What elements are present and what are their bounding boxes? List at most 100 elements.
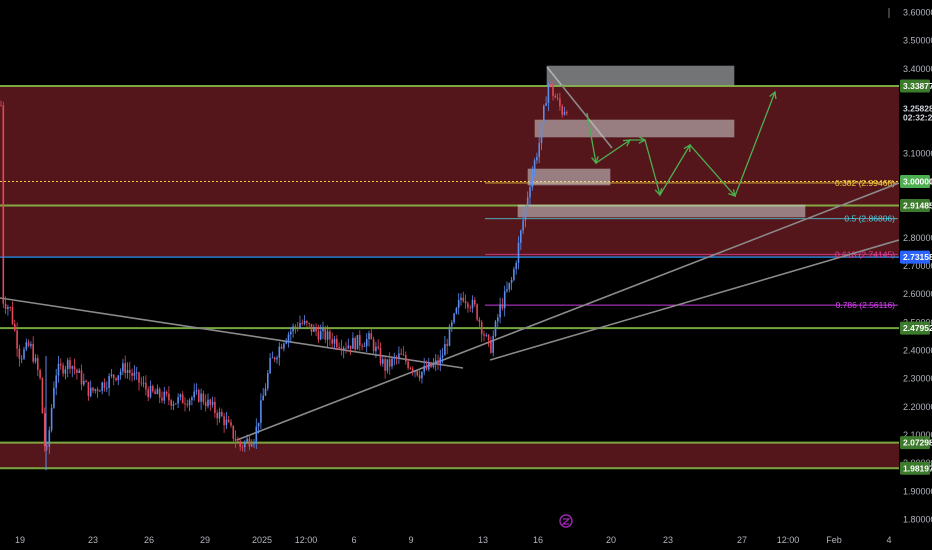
candle-body [158, 388, 161, 398]
candle-body [103, 382, 106, 389]
candle-body [262, 395, 264, 401]
candle-body [290, 331, 292, 335]
candle-body [540, 122, 543, 144]
candle-body [418, 375, 421, 379]
candle-body [207, 399, 209, 407]
projection-arrows [586, 90, 777, 198]
candle-body [485, 334, 488, 336]
candle-body [18, 348, 21, 359]
projection-path [586, 91, 776, 198]
candle-body [536, 156, 538, 161]
candle-body [434, 360, 437, 364]
x-tick-label: 4 [886, 535, 891, 545]
candle-body [230, 422, 232, 426]
candle-body [345, 347, 347, 349]
candle-body [448, 326, 451, 346]
candle-body [556, 97, 559, 99]
candle-body [432, 363, 435, 368]
candle-body [563, 112, 566, 115]
candle-body [60, 363, 62, 366]
candle-body [317, 331, 320, 340]
candle-body [156, 388, 159, 395]
candle-body [209, 399, 212, 405]
x-tick-label: 23 [663, 535, 673, 545]
price-tag-label: 2.47952 [903, 323, 932, 333]
candle-body [336, 338, 338, 347]
candle-body [559, 98, 561, 107]
candle-body [11, 306, 14, 324]
candle-body [552, 84, 554, 96]
candle-body [326, 331, 329, 340]
x-axis[interactable]: 19 23 26 29 2025 12:00 6 9 13 16 20 23 27 12:00 Feb 4 [15, 535, 892, 545]
candle-body [48, 430, 51, 447]
candle-body [474, 299, 476, 305]
candle-body [533, 160, 536, 174]
candle-body [451, 322, 453, 327]
arrowhead-icon [654, 188, 663, 197]
watermark-logo-icon [559, 514, 573, 528]
candle-body [204, 402, 207, 407]
candle-body [133, 372, 136, 376]
candle-body [195, 390, 198, 392]
candle-body [453, 313, 455, 323]
candle-body [163, 391, 166, 401]
candle-body [264, 388, 267, 396]
candle-body [476, 304, 478, 320]
candle-body [393, 357, 396, 359]
arrowhead-icon [591, 156, 599, 165]
fib-label: 0.5 (2.86806) [844, 214, 895, 224]
candle-body [135, 372, 138, 374]
candle-body [547, 84, 550, 104]
candle-body [269, 358, 271, 374]
candle-body [46, 446, 48, 447]
order-block-box [534, 119, 735, 138]
candle-body [255, 426, 258, 442]
y-tick-label: 2.10000 [903, 430, 932, 440]
candle-body [529, 187, 531, 198]
candle-body [234, 438, 237, 442]
candle-body [322, 328, 324, 332]
candle-body [370, 333, 373, 340]
price-tag-label: 3.00000 [903, 176, 932, 186]
candle-body [319, 331, 322, 340]
price-tag-label: 2.07298 [903, 438, 932, 448]
candle-body [76, 369, 78, 373]
x-tick-label: 9 [408, 535, 413, 545]
candle-body [69, 360, 71, 369]
candle-body [152, 386, 154, 392]
candle-body [306, 320, 308, 324]
x-tick-label: 12:00 [777, 535, 800, 545]
price-tag-label: 2.73158 [903, 252, 932, 262]
candle-body [188, 400, 191, 406]
candle-body [142, 382, 145, 384]
candle-body [241, 446, 244, 448]
x-tick-label: 29 [200, 535, 210, 545]
candle-body [227, 419, 230, 423]
candle-body [218, 411, 221, 419]
y-tick-label: 2.80000 [903, 233, 932, 243]
price-tag-bg [900, 198, 930, 212]
candle-body [561, 106, 563, 115]
candle-body [354, 337, 356, 350]
candle-body [347, 345, 350, 349]
candle-body [278, 346, 281, 358]
candle-body [172, 404, 175, 406]
candle-body [27, 342, 30, 346]
candle-body [181, 394, 184, 404]
candle-body [271, 357, 274, 359]
y-tick-label: 2.70000 [903, 261, 932, 271]
candle-body [299, 322, 301, 328]
candle-body [221, 411, 223, 417]
candle-body [244, 441, 246, 448]
candle-body [253, 441, 255, 445]
candle-body [89, 387, 92, 397]
candle-body [16, 330, 18, 349]
arrowhead-icon [769, 90, 777, 100]
candle-body [122, 363, 124, 372]
candle-body [193, 391, 195, 398]
x-tick-label: 26 [144, 535, 154, 545]
candle-body [7, 306, 9, 309]
candle-body [239, 441, 241, 447]
arrowhead-icon [638, 136, 647, 144]
